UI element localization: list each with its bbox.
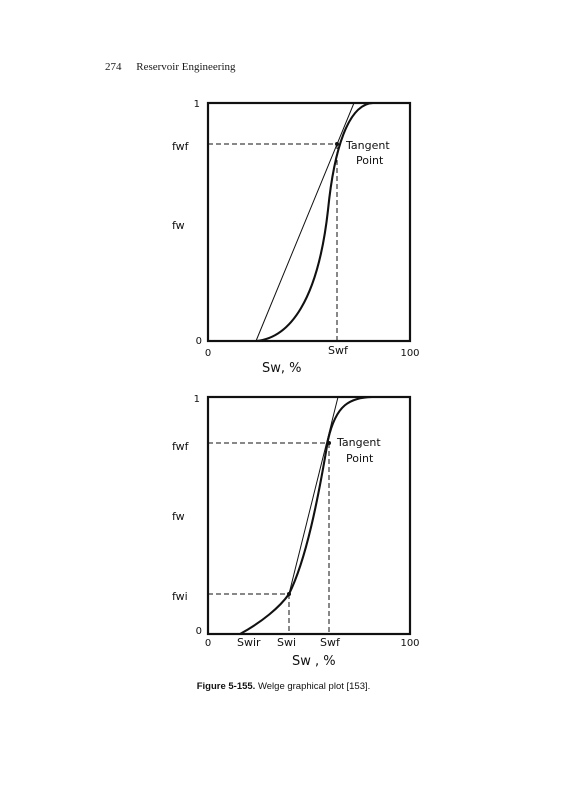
- top-fwf-label: fwf: [172, 140, 190, 153]
- bottom-plot-frame: [206, 395, 412, 636]
- bottom-tangent-point-marker: [327, 441, 331, 445]
- bottom-swf-label: Swf: [320, 636, 341, 649]
- top-plot-frame: [206, 101, 412, 343]
- bottom-plot: 1 0 fwf fw fwi Tangent Point 0 Swir Swi …: [172, 394, 420, 669]
- top-tangent-line: [255, 102, 355, 342]
- figure-caption-text: Welge graphical plot [153].: [257, 681, 371, 692]
- bottom-swi-label: Swi: [277, 636, 296, 649]
- top-plot: 1 0 fwf fw Tangent Point 0 Swf 100 Sw, %: [172, 99, 420, 376]
- bottom-fw-label: fw: [172, 510, 185, 523]
- running-title: Reservoir Engineering: [136, 61, 236, 73]
- bottom-y-tick-1: 1: [194, 394, 200, 405]
- top-x-tick-100: 100: [400, 348, 419, 359]
- bottom-x-tick-100: 100: [400, 638, 419, 649]
- top-x-tick-0: 0: [205, 348, 211, 359]
- bottom-swir-label: Swir: [237, 636, 261, 649]
- page-header: 274 Reservoir Engineering: [105, 61, 236, 73]
- bottom-fwf-label: fwf: [172, 440, 190, 453]
- top-y-tick-1: 1: [194, 99, 200, 110]
- bottom-fractional-flow-curve: [208, 395, 410, 636]
- top-tangent-label-1: Tangent: [345, 139, 390, 152]
- top-x-axis-label: Sw, %: [262, 361, 302, 376]
- bottom-tangent-label-1: Tangent: [336, 436, 381, 449]
- top-tangent-label-2: Point: [356, 154, 384, 167]
- bottom-fwi-label: fwi: [172, 590, 188, 603]
- top-y-tick-0: 0: [196, 336, 202, 347]
- figure-caption-label: Figure 5-155.: [196, 681, 256, 692]
- top-tangent-point-marker: [335, 142, 339, 146]
- bottom-y-tick-0: 0: [196, 626, 202, 637]
- bottom-x-axis-label: Sw , %: [292, 654, 336, 669]
- page-number: 274: [105, 61, 122, 73]
- bottom-initial-point-marker: [287, 592, 291, 596]
- figure-caption: Figure 5-155. Welge graphical plot [153]…: [0, 681, 567, 692]
- top-fractional-flow-curve: [208, 101, 410, 343]
- bottom-tangent-label-2: Point: [346, 452, 374, 465]
- bottom-tangent-line: [288, 396, 339, 595]
- top-fw-label: fw: [172, 219, 185, 232]
- bottom-x-tick-0: 0: [205, 638, 211, 649]
- top-swf-label: Swf: [328, 344, 349, 357]
